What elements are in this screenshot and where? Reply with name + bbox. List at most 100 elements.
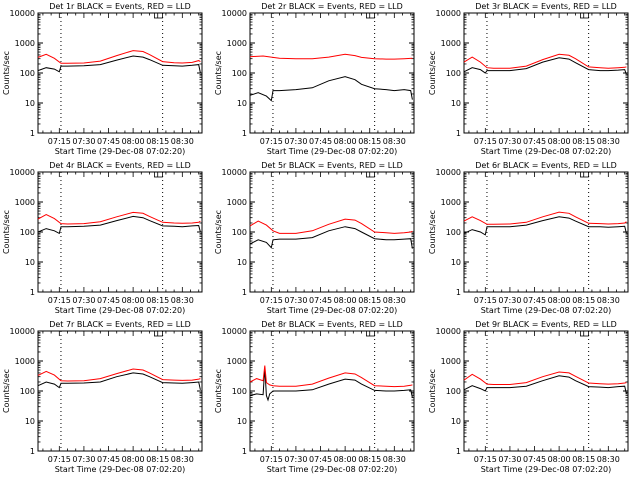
top-marker-box bbox=[154, 330, 163, 337]
y-axis-label: Counts/sec bbox=[2, 369, 11, 413]
top-marker-box bbox=[580, 171, 589, 178]
top-marker-box bbox=[580, 12, 589, 19]
panel-7: Det 7r BLACK = Events, RED = LLD 1 10 100 10… bbox=[2, 320, 203, 474]
y-tick-label: 10000 bbox=[436, 327, 461, 336]
top-marker-box bbox=[580, 330, 589, 337]
plot-frame bbox=[249, 171, 415, 293]
y-tick-label: 10000 bbox=[10, 168, 35, 177]
lld-series-line bbox=[37, 50, 201, 64]
x-tick-label: 07:30 bbox=[284, 455, 307, 464]
y-tick-label: 100 bbox=[446, 387, 461, 396]
x-tick-label: 07:15 bbox=[474, 455, 497, 464]
plot-frame bbox=[37, 330, 203, 452]
y-tick-label: 10 bbox=[25, 99, 35, 108]
y-tick-label: 10 bbox=[25, 417, 35, 426]
y-axis-label: Counts/sec bbox=[214, 51, 223, 95]
x-axis-label: Start Time (29-Dec-08 07:02:20) bbox=[481, 147, 612, 156]
x-tick-label: 07:30 bbox=[498, 137, 521, 146]
y-tick-label: 1000 bbox=[227, 39, 247, 48]
x-tick-label: 07:45 bbox=[523, 296, 546, 305]
panel-9: Det 9r BLACK = Events, RED = LLD 1 10 100 10… bbox=[428, 320, 629, 474]
x-tick-label: 08:30 bbox=[171, 296, 194, 305]
top-marker-box bbox=[366, 12, 375, 19]
panel-8: Det 8r BLACK = Events, RED = LLD 1 10 100 10… bbox=[214, 320, 415, 474]
x-tick-label: 08:30 bbox=[383, 137, 406, 146]
y-tick-label: 10 bbox=[451, 99, 461, 108]
top-marker-box bbox=[154, 171, 163, 178]
x-tick-label: 08:30 bbox=[383, 296, 406, 305]
panel-title: Det 4r BLACK = Events, RED = LLD bbox=[49, 161, 191, 170]
x-tick-label: 07:45 bbox=[523, 455, 546, 464]
y-tick-label: 1000 bbox=[227, 198, 247, 207]
plot-frame bbox=[37, 171, 203, 293]
plot-frame bbox=[37, 12, 203, 134]
y-tick-label: 1 bbox=[456, 129, 461, 138]
y-tick-label: 1000 bbox=[15, 198, 35, 207]
x-tick-label: 08:30 bbox=[597, 296, 620, 305]
lld-series-line bbox=[37, 368, 201, 382]
lld-series-line bbox=[37, 211, 201, 225]
x-tick-label: 07:45 bbox=[97, 455, 120, 464]
x-tick-label: 07:15 bbox=[260, 455, 283, 464]
lld-series-line bbox=[463, 53, 627, 69]
x-tick-label: 07:30 bbox=[72, 455, 95, 464]
x-tick-label: 07:45 bbox=[97, 137, 120, 146]
y-axis-label: Counts/sec bbox=[428, 210, 437, 254]
y-tick-label: 10000 bbox=[436, 9, 461, 18]
panel-title: Det 9r BLACK = Events, RED = LLD bbox=[475, 320, 617, 329]
x-tick-label: 07:30 bbox=[72, 137, 95, 146]
y-tick-label: 10000 bbox=[10, 9, 35, 18]
x-tick-label: 08:30 bbox=[171, 455, 194, 464]
y-tick-label: 10000 bbox=[222, 168, 247, 177]
y-tick-label: 10 bbox=[25, 258, 35, 267]
y-tick-label: 10000 bbox=[10, 327, 35, 336]
x-tick-label: 08:00 bbox=[548, 137, 571, 146]
top-marker-box bbox=[366, 171, 375, 178]
events-series-line bbox=[37, 55, 201, 74]
x-axis-label: Start Time (29-Dec-08 07:02:20) bbox=[481, 465, 612, 474]
x-tick-label: 08:00 bbox=[122, 455, 145, 464]
y-axis-label: Counts/sec bbox=[214, 210, 223, 254]
panel-title: Det 6r BLACK = Events, RED = LLD bbox=[475, 161, 617, 170]
x-tick-label: 08:00 bbox=[334, 455, 357, 464]
x-tick-label: 07:15 bbox=[474, 137, 497, 146]
x-tick-label: 07:15 bbox=[48, 296, 71, 305]
y-tick-label: 100 bbox=[446, 69, 461, 78]
x-tick-label: 07:30 bbox=[284, 137, 307, 146]
x-tick-label: 08:30 bbox=[597, 455, 620, 464]
y-axis-label: Counts/sec bbox=[428, 51, 437, 95]
events-series-line bbox=[249, 76, 413, 102]
x-tick-label: 08:30 bbox=[597, 137, 620, 146]
y-tick-label: 10 bbox=[237, 417, 247, 426]
x-tick-label: 08:15 bbox=[358, 137, 381, 146]
x-tick-label: 08:15 bbox=[146, 455, 169, 464]
panel-1: Det 1r BLACK = Events, RED = LLD 1 10 100 10… bbox=[2, 2, 203, 156]
events-series-line bbox=[249, 226, 413, 249]
x-tick-label: 08:15 bbox=[146, 296, 169, 305]
x-tick-label: 07:15 bbox=[474, 296, 497, 305]
events-series-line bbox=[37, 215, 201, 235]
x-tick-label: 07:45 bbox=[97, 296, 120, 305]
x-tick-label: 07:45 bbox=[523, 137, 546, 146]
x-tick-label: 08:00 bbox=[122, 296, 145, 305]
panel-3: Det 3r BLACK = Events, RED = LLD 1 10 100 10… bbox=[428, 2, 629, 156]
y-tick-label: 100 bbox=[232, 228, 247, 237]
x-tick-label: 08:30 bbox=[383, 455, 406, 464]
x-tick-label: 07:30 bbox=[284, 296, 307, 305]
top-marker-box bbox=[154, 12, 163, 19]
x-tick-label: 07:15 bbox=[48, 455, 71, 464]
panel-title: Det 1r BLACK = Events, RED = LLD bbox=[49, 2, 191, 11]
x-tick-label: 07:15 bbox=[260, 137, 283, 146]
y-tick-label: 1 bbox=[242, 447, 247, 456]
x-tick-label: 08:00 bbox=[548, 296, 571, 305]
y-axis-label: Counts/sec bbox=[428, 369, 437, 413]
x-tick-label: 08:15 bbox=[146, 137, 169, 146]
plot-frame bbox=[463, 12, 629, 134]
x-tick-label: 07:30 bbox=[72, 296, 95, 305]
panel-title: Det 2r BLACK = Events, RED = LLD bbox=[261, 2, 403, 11]
y-axis-label: Counts/sec bbox=[2, 210, 11, 254]
x-axis-label: Start Time (29-Dec-08 07:02:20) bbox=[55, 147, 186, 156]
plot-frame bbox=[463, 171, 629, 293]
plot-frame bbox=[249, 12, 415, 134]
